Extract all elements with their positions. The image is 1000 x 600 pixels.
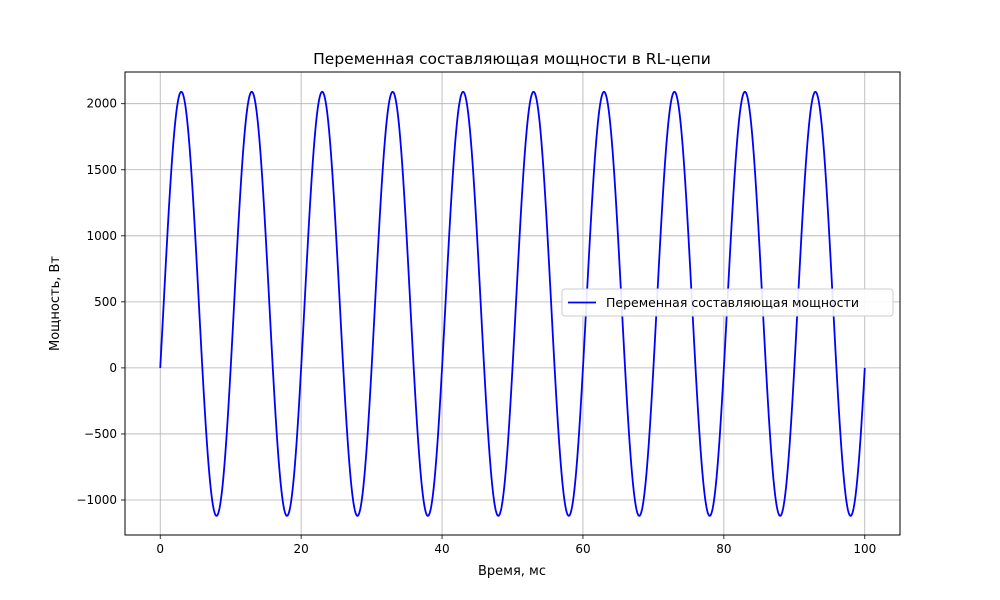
y-tick-label: −500 [84, 427, 117, 441]
y-tick-label: 500 [94, 295, 117, 309]
y-tick-label: 0 [109, 361, 117, 375]
x-axis-title: Время, мс [478, 564, 546, 579]
legend: Переменная составляющая мощности [561, 288, 894, 317]
y-tick-label: −1000 [76, 493, 117, 507]
y-tick-label: 1500 [86, 163, 117, 177]
chart-title: Переменная составляющая мощности в RL-це… [313, 50, 711, 68]
x-tick-label: 100 [853, 542, 876, 556]
x-tick-label: 0 [156, 542, 164, 556]
legend-box [561, 288, 894, 317]
plot-frame [124, 71, 901, 536]
legend-entry-label: Переменная составляющая мощности [606, 295, 859, 310]
x-tick-label: 20 [293, 542, 308, 556]
x-tick-label: 80 [716, 542, 731, 556]
series-layer [159, 90, 866, 517]
y-tick-label: 1000 [86, 229, 117, 243]
y-tick-label: 2000 [86, 97, 117, 111]
axis-ticks: 0 20 40 60 80 100 −1000 −500 0 500 1000 1500 2000 [76, 97, 876, 556]
x-tick-label: 60 [575, 542, 590, 556]
y-axis-title: Мощность, Вт [48, 256, 63, 351]
x-tick-label: 40 [434, 542, 449, 556]
series-line [159, 90, 866, 517]
